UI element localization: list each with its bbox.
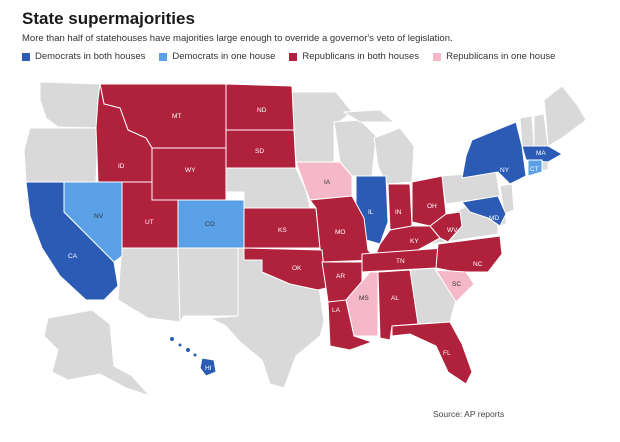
state-label-ok: OK [292, 265, 302, 272]
state-label-tn: TN [396, 258, 405, 265]
state-ca [25, 181, 119, 301]
state-label-hi: HI [205, 365, 212, 372]
map-colored-states [25, 83, 564, 385]
legend-label-rep-both: Republicans in both houses [302, 51, 420, 62]
state-label-wv: WV [447, 227, 458, 234]
legend-item-rep-both: Republicans in both houses [289, 51, 419, 62]
state-ny [461, 121, 527, 185]
legend-swatch-rep-both [289, 52, 298, 61]
state-hi [169, 336, 217, 377]
state-label-la: LA [332, 307, 341, 314]
state-label-nc: NC [473, 261, 483, 268]
state-or [23, 127, 99, 183]
state-label-mo: MO [335, 229, 345, 236]
state-ak [43, 309, 152, 398]
state-label-co: CO [205, 221, 215, 228]
state-nc [435, 235, 503, 273]
legend: Democrats in both houses Democrats in on… [22, 51, 555, 62]
page-subtitle: More than half of statehouses have major… [22, 33, 453, 44]
state-label-oh: OH [427, 203, 437, 210]
state-label-ut: UT [145, 219, 154, 226]
state-label-ma: MA [536, 150, 546, 157]
legend-label-dem-one: Democrats in one house [172, 51, 276, 62]
state-label-il: IL [368, 209, 374, 216]
state-label-sc: SC [452, 281, 461, 288]
state-label-ny: NY [500, 167, 510, 174]
state-label-in: IN [395, 209, 402, 216]
state-ct [527, 159, 543, 177]
state-in [387, 183, 413, 231]
state-wa [39, 81, 101, 129]
state-label-ia: IA [324, 179, 331, 186]
legend-swatch-dem-one [159, 52, 168, 61]
state-md [461, 195, 507, 227]
state-la [327, 299, 374, 351]
state-nm [177, 247, 239, 324]
state-me [543, 85, 587, 147]
state-label-ms: MS [359, 295, 369, 302]
legend-swatch-rep-one [433, 52, 442, 61]
state-label-ky: KY [410, 238, 419, 245]
state-nj [499, 183, 515, 215]
state-label-nd: ND [257, 107, 267, 114]
source-note: Source: AP reports [433, 409, 505, 419]
state-label-nv: NV [94, 213, 104, 220]
state-label-al: AL [391, 295, 399, 302]
state-label-ks: KS [278, 227, 287, 234]
state-ma [521, 145, 564, 163]
state-labels: MT ND ID WY SD IA NV UT CO KS IL IN OH M… [68, 107, 546, 372]
state-label-sd: SD [255, 148, 264, 155]
map-base [23, 81, 587, 398]
state-sc [435, 269, 475, 303]
legend-label-rep-one: Republicans in one house [446, 51, 556, 62]
state-label-ct: CT [530, 166, 539, 173]
state-label-ca: CA [68, 253, 78, 260]
state-label-ar: AR [336, 273, 345, 280]
state-fl [391, 321, 473, 385]
state-label-id: ID [118, 163, 125, 170]
state-wy [151, 147, 227, 201]
us-map: MT ND ID WY SD IA NV UT CO KS IL IN OH M… [23, 81, 587, 398]
state-az [117, 247, 181, 323]
state-vt [519, 115, 535, 147]
legend-label-dem-both: Democrats in both houses [35, 51, 146, 62]
legend-item-dem-both: Democrats in both houses [22, 51, 145, 62]
state-label-fl: FL [443, 350, 451, 357]
page-title: State supermajorities [22, 9, 195, 28]
state-label-mt: MT [172, 113, 181, 120]
state-label-md: MD [489, 215, 499, 222]
legend-swatch-dem-both [22, 52, 30, 61]
legend-item-dem-one: Democrats in one house [159, 51, 275, 62]
legend-item-rep-one: Republicans in one house [433, 51, 555, 62]
state-label-wy: WY [185, 167, 196, 174]
state-wv [429, 211, 463, 243]
